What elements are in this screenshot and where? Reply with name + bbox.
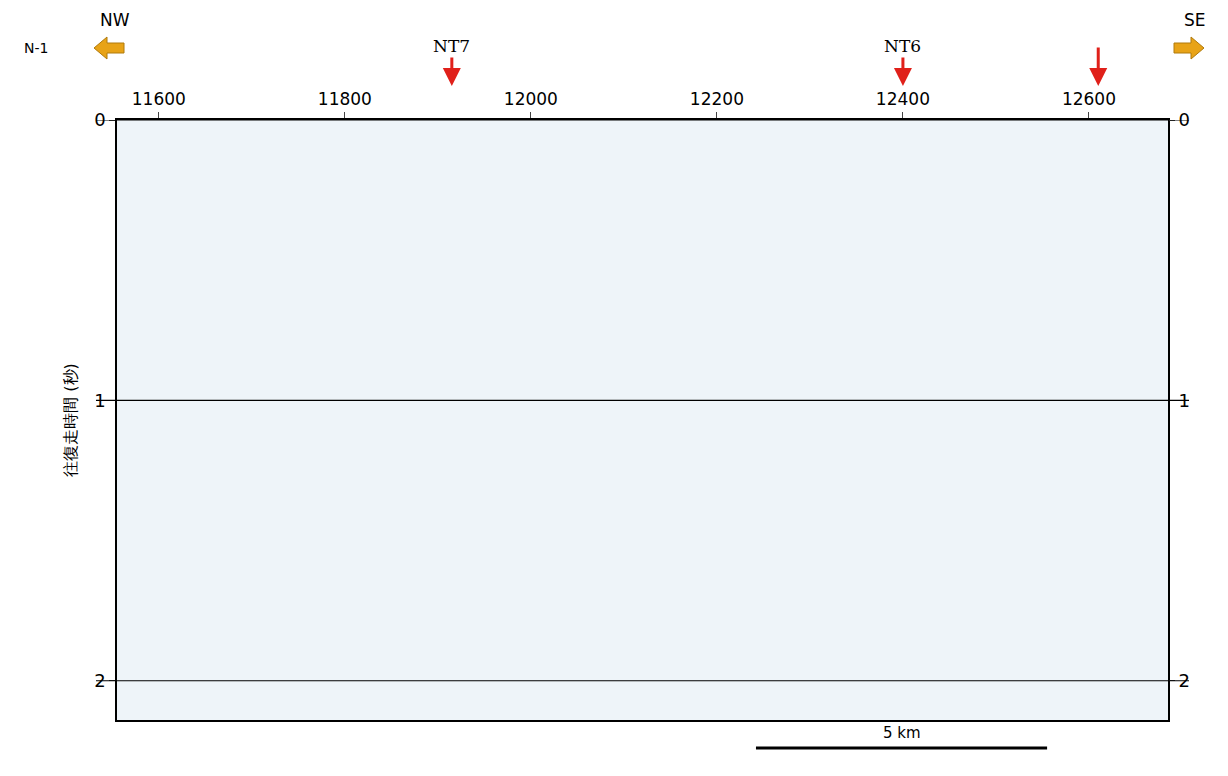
svg-text:N-1: N-1 — [24, 40, 48, 56]
svg-text:5 km: 5 km — [883, 724, 921, 742]
svg-text:11600: 11600 — [132, 89, 186, 109]
svg-text:2: 2 — [94, 670, 105, 691]
svg-text:12600: 12600 — [1062, 89, 1116, 109]
svg-text:12000: 12000 — [504, 89, 558, 109]
svg-text:0: 0 — [1179, 109, 1190, 130]
svg-text:SE: SE — [1184, 10, 1206, 30]
svg-text:0: 0 — [94, 109, 105, 130]
svg-text:1: 1 — [94, 390, 105, 411]
svg-text:12200: 12200 — [690, 89, 744, 109]
svg-text:NT7: NT7 — [433, 36, 470, 56]
svg-text:往復走時間 (秒): 往復走時間 (秒) — [61, 363, 80, 477]
svg-text:12400: 12400 — [876, 89, 930, 109]
svg-text:2: 2 — [1179, 670, 1190, 691]
svg-text:1: 1 — [1179, 390, 1190, 411]
svg-text:NT6: NT6 — [884, 36, 921, 56]
svg-text:NW: NW — [100, 10, 130, 30]
svg-text:11800: 11800 — [318, 89, 372, 109]
